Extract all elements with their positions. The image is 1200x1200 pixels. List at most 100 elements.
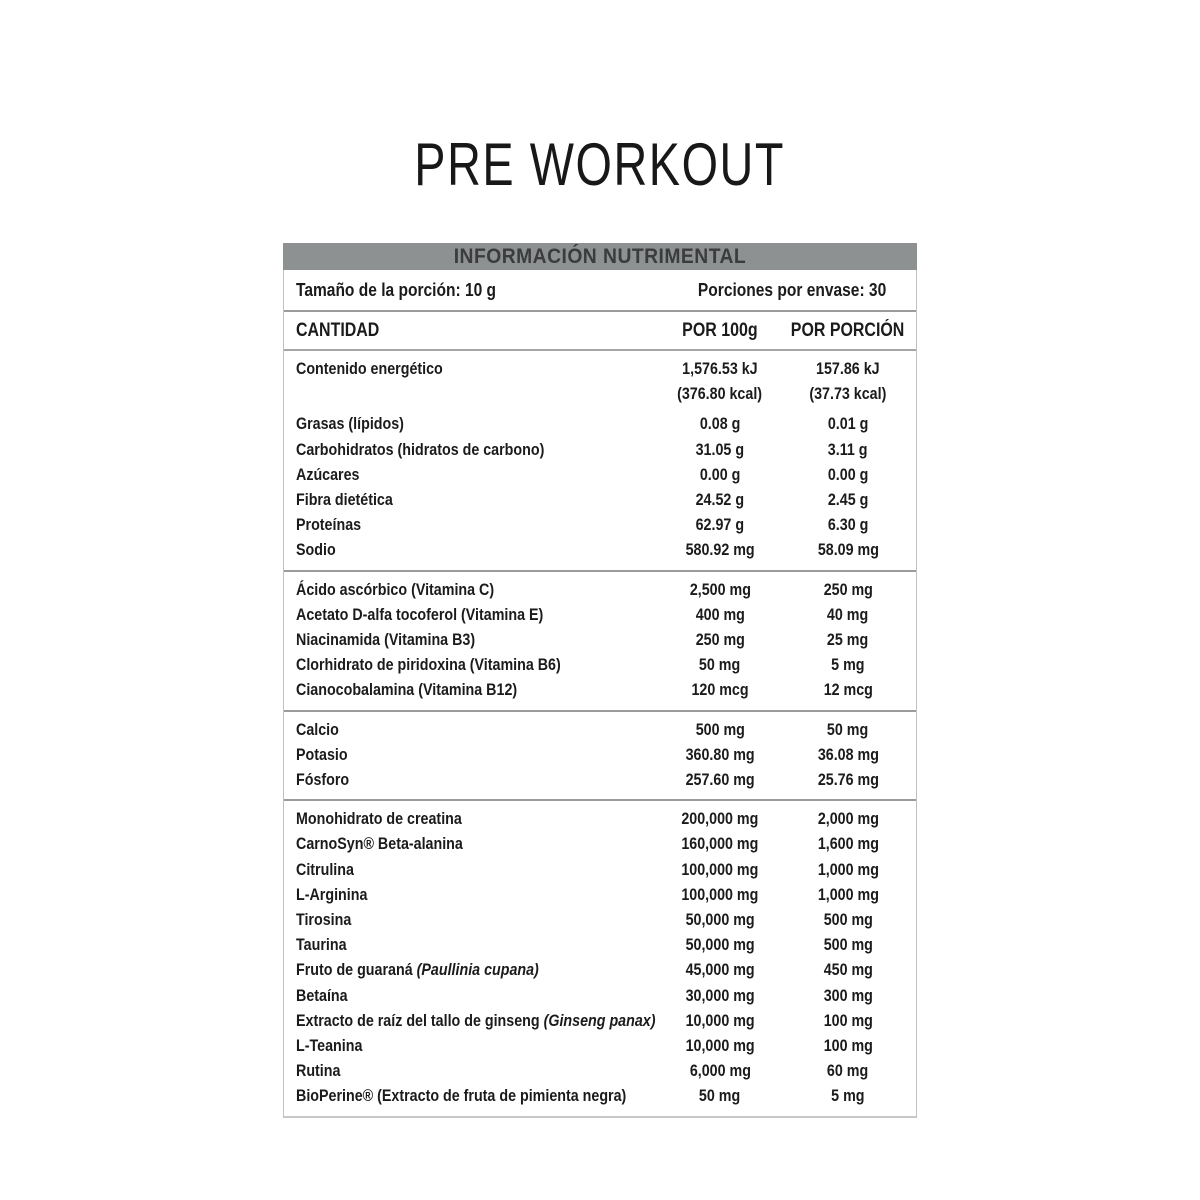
value-per-serving-text: 250 mg xyxy=(823,579,873,599)
value-per-serving-text: 25.76 mg xyxy=(817,770,879,790)
nutrient-label: Fruto de guaraná (Paullinia cupana) xyxy=(284,957,660,982)
value-per-serving: 12 mcg xyxy=(780,677,916,702)
value-per-serving-text: 6.30 g xyxy=(827,515,869,535)
serving-row: Tamaño de la porción: 10 g Porciones por… xyxy=(284,270,916,312)
nutrient-label-text: Citrulina xyxy=(296,859,354,879)
nutrient-label-text: Rutina xyxy=(296,1061,341,1081)
nutrient-label: Proteínas xyxy=(284,512,660,537)
value-per-100g-note-text: (376.80 kcal) xyxy=(677,384,763,404)
nutrient-label: CarnoSyn® Beta-alanina xyxy=(284,831,660,856)
value-per-100g-text: 200,000 mg xyxy=(681,809,759,829)
section-energia-y-macronutrientes: Contenido energético 1,576.53 kJ (376.80 k… xyxy=(284,351,916,572)
nutrient-label: Potasio xyxy=(284,742,660,767)
table-row: Fósforo 257.60 mg 25.76 mg xyxy=(284,767,916,792)
nutrient-label: Calcio xyxy=(284,717,660,742)
table-row: Extracto de raíz del tallo de ginseng (G… xyxy=(284,1008,916,1033)
value-per-serving-text: 100 mg xyxy=(823,1010,873,1030)
value-per-100g: 50,000 mg xyxy=(660,932,780,957)
value-per-100g-text: 0.08 g xyxy=(699,414,741,434)
value-per-100g-text: 1,576.53 kJ xyxy=(682,359,758,378)
table-row: Monohidrato de creatina 200,000 mg 2,000 m… xyxy=(284,806,916,831)
table-row: Cianocobalamina (Vitamina B12) 120 mcg 12 … xyxy=(284,677,916,702)
value-per-100g: 31.05 g xyxy=(660,437,780,462)
value-per-serving-text: 36.08 mg xyxy=(817,744,879,764)
value-per-serving: 250 mg xyxy=(780,577,916,602)
value-per-100g: 257.60 mg xyxy=(660,767,780,792)
value-per-serving-text: 12 mcg xyxy=(823,680,873,700)
value-per-serving-text: 2,000 mg xyxy=(817,809,879,829)
section-vitaminas: Ácido ascórbico (Vitamina C) 2,500 mg 250 … xyxy=(284,572,916,712)
nutrient-label: Clorhidrato de piridoxina (Vitamina B6) xyxy=(284,652,660,677)
value-per-serving-text: 50 mg xyxy=(827,719,869,739)
table-row: Acetato D-alfa tocoferol (Vitamina E) 400… xyxy=(284,602,916,627)
nutrient-label-text: L-Arginina xyxy=(296,884,368,904)
nutrient-label: Fibra dietética xyxy=(284,487,660,512)
nutrient-label: Acetato D-alfa tocoferol (Vitamina E) xyxy=(284,602,660,627)
value-per-serving-text: 450 mg xyxy=(823,960,873,980)
value-per-serving: 3.11 g xyxy=(780,437,916,462)
value-per-serving: 100 mg xyxy=(780,1008,916,1033)
value-per-100g: 0.08 g xyxy=(660,411,780,436)
table-row: BioPerine® (Extracto de fruta de pimient… xyxy=(284,1083,916,1108)
value-per-100g: 360.80 mg xyxy=(660,742,780,767)
nutrient-label-text: Acetato D-alfa tocoferol (Vitamina E) xyxy=(296,604,544,624)
table-row: Tirosina 50,000 mg 500 mg xyxy=(284,907,916,932)
value-per-100g: 50 mg xyxy=(660,1083,780,1108)
page-title: PRE WORKOUT xyxy=(0,130,1200,199)
table-row: Sodio 580.92 mg 58.09 mg xyxy=(284,537,916,562)
nutrient-label-text: Carbohidratos (hidratos de carbono) xyxy=(296,439,545,459)
value-per-100g: 400 mg xyxy=(660,602,780,627)
value-per-100g-text: 10,000 mg xyxy=(685,1010,755,1030)
value-per-serving-text: 2.45 g xyxy=(827,490,869,510)
table-row: Taurina 50,000 mg 500 mg xyxy=(284,932,916,957)
value-per-100g-text: 500 mg xyxy=(695,719,745,739)
nutrient-label: Monohidrato de creatina xyxy=(284,806,660,831)
nutrient-label: Fósforo xyxy=(284,767,660,792)
value-per-100g: 50 mg xyxy=(660,652,780,677)
table-row: Ácido ascórbico (Vitamina C) 2,500 mg 250 … xyxy=(284,577,916,602)
value-per-100g: 2,500 mg xyxy=(660,577,780,602)
value-per-serving-text: 1,000 mg xyxy=(817,859,879,879)
value-per-serving: 1,000 mg xyxy=(780,882,916,907)
value-per-100g-note: (376.80 kcal) xyxy=(660,381,780,406)
table-row: Clorhidrato de piridoxina (Vitamina B6) 5… xyxy=(284,652,916,677)
nutrient-label-text: Grasas (lípidos) xyxy=(296,414,404,434)
table-row: Citrulina 100,000 mg 1,000 mg xyxy=(284,857,916,882)
value-per-100g-text: 62.97 g xyxy=(695,515,745,535)
nutrient-label-text: Contenido energético xyxy=(296,359,443,378)
value-per-serving: 58.09 mg xyxy=(780,537,916,562)
value-per-100g: 1,576.53 kJ (376.80 kcal) xyxy=(660,356,780,406)
value-per-100g-text: 30,000 mg xyxy=(685,985,755,1005)
value-per-100g: 10,000 mg xyxy=(660,1008,780,1033)
nutrient-latin-name: (Ginseng panax) xyxy=(543,1010,656,1030)
nutrient-label: Azúcares xyxy=(284,462,660,487)
nutrient-label-text: Clorhidrato de piridoxina (Vitamina B6) xyxy=(296,655,561,675)
nutrient-label: Extracto de raíz del tallo de ginseng (G… xyxy=(284,1008,660,1033)
value-per-100g-text: 50 mg xyxy=(699,1086,741,1106)
nutrient-label-text: Ácido ascórbico (Vitamina C) xyxy=(296,579,495,599)
value-per-serving: 300 mg xyxy=(780,983,916,1008)
value-per-100g-text: 50,000 mg xyxy=(685,910,755,930)
value-per-serving-note-text: (37.73 kcal) xyxy=(809,384,887,404)
nutrient-label: Citrulina xyxy=(284,857,660,882)
nutrient-label-text: Fibra dietética xyxy=(296,490,393,510)
value-per-100g: 100,000 mg xyxy=(660,882,780,907)
value-per-100g: 30,000 mg xyxy=(660,983,780,1008)
value-per-100g-text: 160,000 mg xyxy=(681,834,759,854)
nutrient-label: BioPerine® (Extracto de fruta de pimient… xyxy=(284,1083,660,1108)
value-per-100g-text: 45,000 mg xyxy=(685,960,755,980)
table-row: Fruto de guaraná (Paullinia cupana) 45,00… xyxy=(284,957,916,982)
nutrient-label: Rutina xyxy=(284,1058,660,1083)
nutrient-label: Niacinamida (Vitamina B3) xyxy=(284,627,660,652)
panel-header-title: INFORMACIÓN NUTRIMENTAL xyxy=(453,244,747,268)
nutrition-facts-panel: INFORMACIÓN NUTRIMENTAL Tamaño de la por… xyxy=(283,243,917,1118)
value-per-100g-text: 360.80 mg xyxy=(685,744,755,764)
value-per-100g: 160,000 mg xyxy=(660,831,780,856)
value-per-100g: 200,000 mg xyxy=(660,806,780,831)
value-per-serving: 500 mg xyxy=(780,907,916,932)
value-per-serving-text: 60 mg xyxy=(827,1061,869,1081)
nutrient-label-text: Proteínas xyxy=(296,515,362,535)
value-per-serving: 5 mg xyxy=(780,1083,916,1108)
nutrition-sections: Contenido energético 1,576.53 kJ (376.80 k… xyxy=(284,351,916,1118)
table-row: Fibra dietética 24.52 g 2.45 g xyxy=(284,487,916,512)
